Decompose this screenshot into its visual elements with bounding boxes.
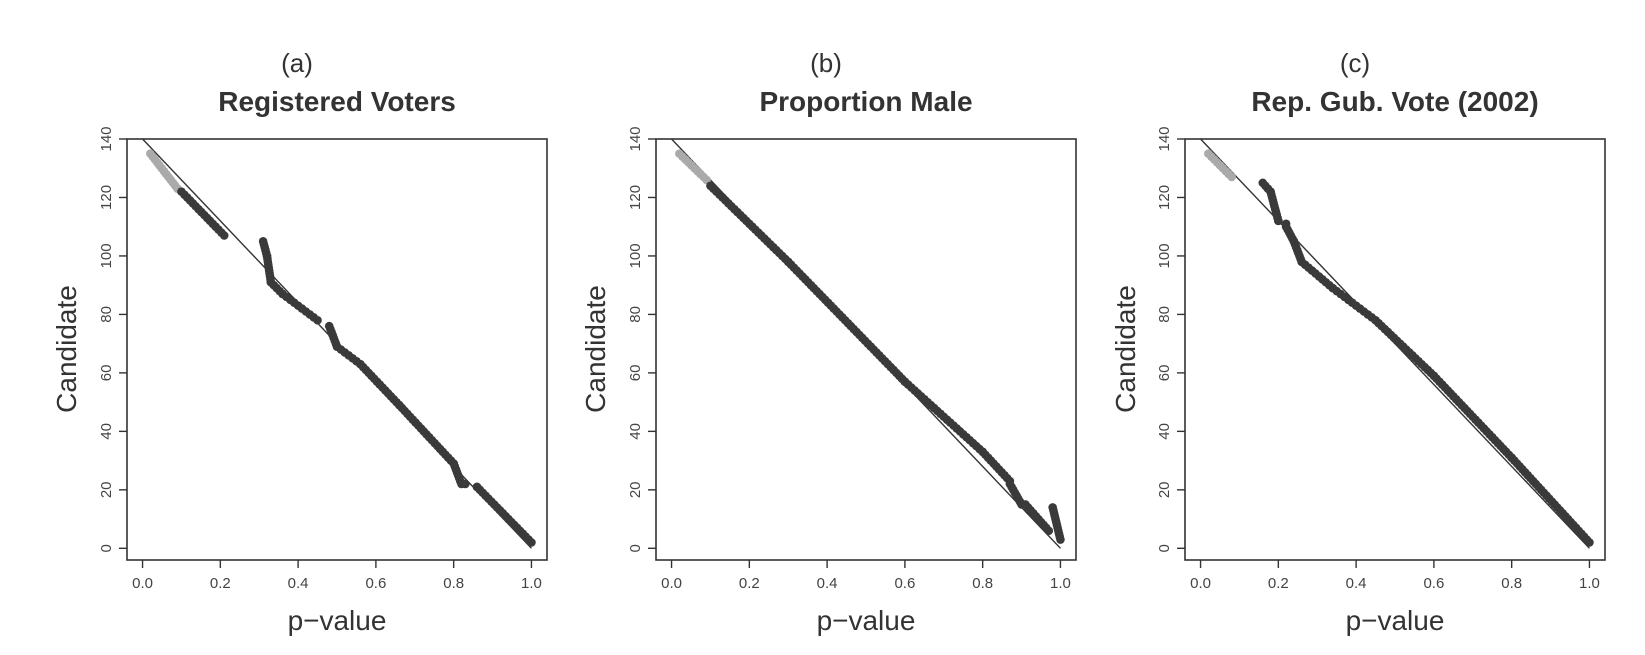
x-tick-label: 1.0	[1579, 575, 1600, 592]
y-axis-label: Candidate	[1110, 285, 1141, 413]
panel-letter: (b)	[810, 48, 842, 78]
x-tick-label: 1.0	[521, 575, 542, 592]
x-axis-label: p−value	[288, 605, 387, 636]
x-tick-label: 0.2	[210, 575, 231, 592]
y-tick-label: 0	[627, 544, 644, 552]
y-tick-label: 20	[98, 481, 115, 498]
y-tick-label: 140	[627, 126, 644, 151]
y-tick-label: 40	[98, 423, 115, 440]
y-tick-label: 120	[1156, 185, 1173, 210]
data-point	[219, 231, 229, 240]
y-tick-label: 20	[627, 481, 644, 498]
y-tick-label: 80	[98, 306, 115, 323]
plot-frame	[655, 138, 1077, 561]
y-tick-label: 0	[98, 544, 115, 552]
y-tick-label: 60	[627, 365, 644, 382]
y-tick-label: 100	[1156, 243, 1173, 268]
y-tick-label: 140	[1156, 126, 1173, 151]
data-point	[313, 315, 322, 325]
x-tick-label: 0.6	[894, 575, 915, 592]
x-tick-label: 0.6	[365, 575, 386, 592]
panel-title: Proportion Male	[759, 86, 972, 117]
y-tick-label: 120	[627, 185, 644, 210]
x-tick-label: 0.8	[443, 575, 464, 592]
x-tick-label: 0.0	[661, 575, 682, 592]
y-axis-label: Candidate	[51, 285, 82, 413]
data-point	[1274, 216, 1283, 226]
y-tick-label: 80	[627, 306, 644, 323]
panel-letter: (c)	[1340, 48, 1370, 78]
panel-title: Rep. Gub. Vote (2002)	[1251, 86, 1538, 117]
panel-letter: (a)	[281, 48, 313, 78]
x-tick-label: 0.2	[1268, 575, 1289, 592]
y-tick-label: 100	[98, 243, 115, 268]
x-tick-label: 0.6	[1423, 575, 1444, 592]
x-tick-label: 0.8	[972, 575, 993, 592]
x-tick-label: 0.4	[288, 575, 309, 592]
x-tick-label: 0.4	[1346, 575, 1367, 592]
panel-c: (c) Rep. Gub. Vote (2002) p−value Candid…	[1110, 48, 1606, 636]
plot-frame	[1184, 138, 1606, 561]
y-tick-label: 100	[627, 243, 644, 268]
x-tick-label: 0.0	[1190, 575, 1211, 592]
x-axis-label: p−value	[1346, 605, 1445, 636]
x-tick-label: 0.2	[739, 575, 760, 592]
y-tick-label: 120	[98, 185, 115, 210]
data-point	[1227, 172, 1236, 182]
y-tick-label: 20	[1156, 481, 1173, 498]
y-axis-label: Candidate	[580, 285, 611, 413]
plot-frame	[126, 138, 548, 561]
y-tick-label: 0	[1156, 544, 1173, 552]
x-tick-label: 0.8	[1501, 575, 1522, 592]
y-tick-label: 40	[1156, 423, 1173, 440]
x-tick-label: 1.0	[1050, 575, 1071, 592]
x-axis-label: p−value	[817, 605, 916, 636]
data-point	[1044, 526, 1054, 536]
data-point	[461, 479, 470, 489]
y-tick-label: 40	[627, 423, 644, 440]
data-point	[527, 538, 536, 547]
data-point	[1585, 538, 1594, 547]
x-tick-label: 0.4	[817, 575, 838, 592]
y-tick-label: 80	[1156, 306, 1173, 323]
panel-a: (a) Registered Voters p−value Candidate …	[51, 48, 548, 636]
panel-title: Registered Voters	[218, 86, 456, 117]
data-point	[1056, 535, 1065, 544]
x-tick-label: 0.0	[132, 575, 153, 592]
y-tick-label: 60	[1156, 365, 1173, 382]
y-tick-label: 140	[98, 126, 115, 151]
panel-b: (b) Proportion Male p−value Candidate 0.…	[580, 48, 1077, 636]
y-tick-label: 60	[98, 365, 115, 382]
